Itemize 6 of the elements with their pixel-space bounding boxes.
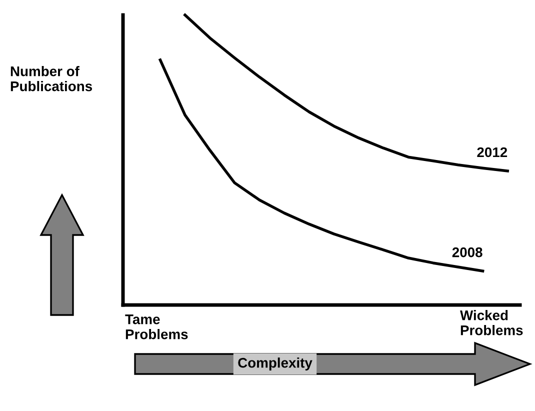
series-label: 2012 bbox=[477, 147, 508, 158]
series-label: 2008 bbox=[452, 247, 482, 258]
text: Wicked Problems bbox=[460, 310, 523, 336]
text: Tame Problems bbox=[125, 314, 188, 340]
y-axis-title: Number of Publications bbox=[10, 66, 92, 92]
x-axis-title: Complexity bbox=[238, 358, 312, 370]
